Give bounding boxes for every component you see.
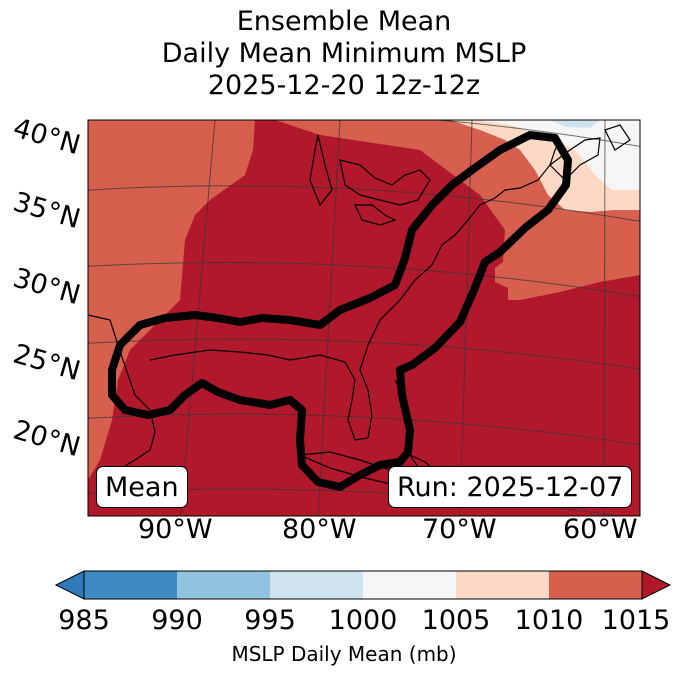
pressure-field-1010-west — [88, 120, 640, 480]
contour-outline — [108, 131, 572, 491]
colorbar-tick-1010: 1010 — [514, 605, 584, 636]
colorbar-tick-990: 990 — [151, 605, 203, 636]
lon-label-80: 80°W — [282, 514, 357, 545]
colorbar-segment-995-1000 — [270, 571, 363, 599]
colorbar-tick-1005: 1005 — [421, 605, 491, 636]
lon-label-70: 70°W — [422, 514, 497, 545]
colorbar-segment-990-995 — [177, 571, 270, 599]
run-date-box: Run: 2025-12-07 — [388, 466, 633, 508]
pressure-field-995 — [550, 120, 600, 128]
title-line-3: 2025-12-20 12z-12z — [207, 70, 481, 101]
colorbar-segment-985-990 — [84, 571, 177, 599]
colorbar-tick-1000: 1000 — [328, 605, 398, 636]
lon-label-60: 60°W — [563, 514, 638, 545]
colorbar-label: MSLP Daily Mean (mb) — [231, 642, 457, 666]
title-line-2: Daily Mean Minimum MSLP — [161, 38, 527, 69]
colorbar-tick-995: 995 — [244, 605, 296, 636]
lon-label-90: 90°W — [138, 514, 213, 545]
colorbar-extend-low — [54, 570, 85, 600]
title-line-1: Ensemble Mean — [236, 6, 452, 37]
colorbar-segment-1010-1015 — [549, 571, 642, 599]
map-frame — [87, 119, 641, 517]
colorbar-segment-1005-1010 — [456, 571, 549, 599]
colorbar-segment-1000-1005 — [363, 571, 456, 599]
colorbar-tick-985: 985 — [58, 605, 110, 636]
colorbar-extend-high — [641, 570, 672, 600]
mean-label-box: Mean — [96, 466, 188, 508]
coastlines — [88, 124, 631, 491]
colorbar-tick-1015: 1015 — [601, 605, 671, 636]
colorbar — [54, 570, 672, 600]
